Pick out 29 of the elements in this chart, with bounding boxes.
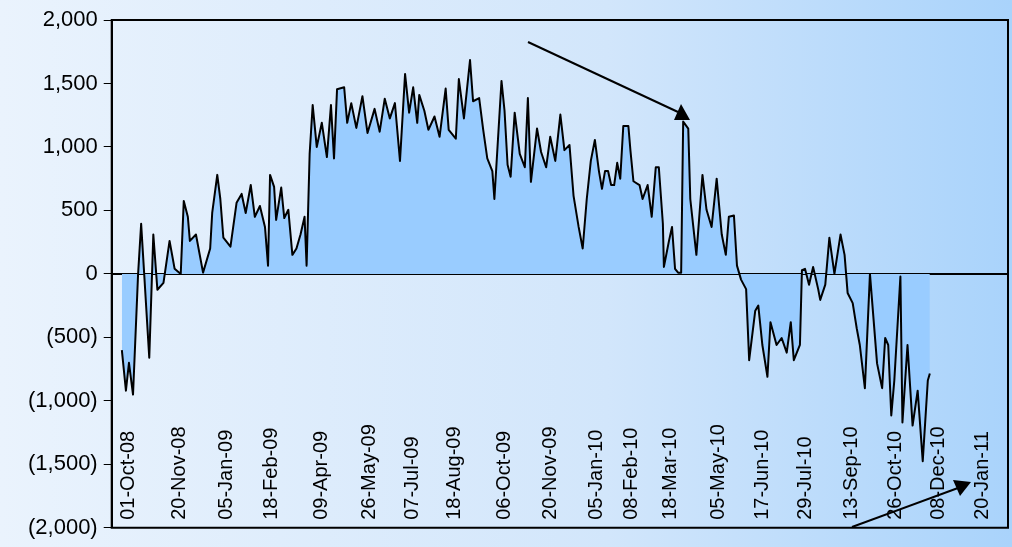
x-tick-label: 07-Jul-09 bbox=[399, 436, 422, 520]
x-tick-label: 06-Oct-09 bbox=[492, 430, 515, 520]
x-tick-label: 08-Feb-10 bbox=[618, 427, 641, 520]
x-tick-label: 05-May-10 bbox=[706, 424, 729, 520]
x-tick-label: 26-May-09 bbox=[357, 424, 380, 520]
x-tick-label: 18-Feb-09 bbox=[258, 427, 281, 520]
x-tick-label: 18-Aug-09 bbox=[442, 426, 465, 520]
x-tick-label: 17-Jun-10 bbox=[749, 429, 772, 520]
y-tick-label: 1,000 bbox=[42, 133, 98, 159]
x-tick-label: 20-Nov-08 bbox=[167, 426, 190, 520]
y-tick-label: (1,000) bbox=[27, 386, 98, 412]
y-tick-label: (2,000) bbox=[27, 513, 98, 539]
x-tick-label: 20-Jan-11 bbox=[970, 431, 993, 520]
x-tick-label: 05-Jan-09 bbox=[213, 429, 236, 520]
y-tick-label: 1,500 bbox=[42, 69, 98, 95]
y-tick-label: (500) bbox=[46, 323, 98, 349]
x-tick-label: 18-Mar-10 bbox=[657, 427, 680, 520]
x-tick-label: 29-Jul-10 bbox=[792, 436, 815, 520]
y-tick-label: 500 bbox=[60, 196, 98, 222]
y-tick-label: (1,500) bbox=[27, 450, 98, 476]
x-tick-label: 05-Jan-10 bbox=[584, 429, 607, 520]
x-tick-label: 26-Oct-10 bbox=[882, 430, 905, 520]
y-tick-label: 2,000 bbox=[42, 6, 98, 32]
y-tick-label: 0 bbox=[85, 259, 98, 285]
x-tick-label: 08-Dec-10 bbox=[926, 426, 949, 520]
x-tick-label: 13-Sep-10 bbox=[839, 426, 862, 520]
x-tick-label: 09-Apr-09 bbox=[309, 430, 332, 520]
x-tick-label: 01-Oct-08 bbox=[116, 430, 139, 520]
x-tick-label: 20-Nov-09 bbox=[537, 426, 560, 520]
